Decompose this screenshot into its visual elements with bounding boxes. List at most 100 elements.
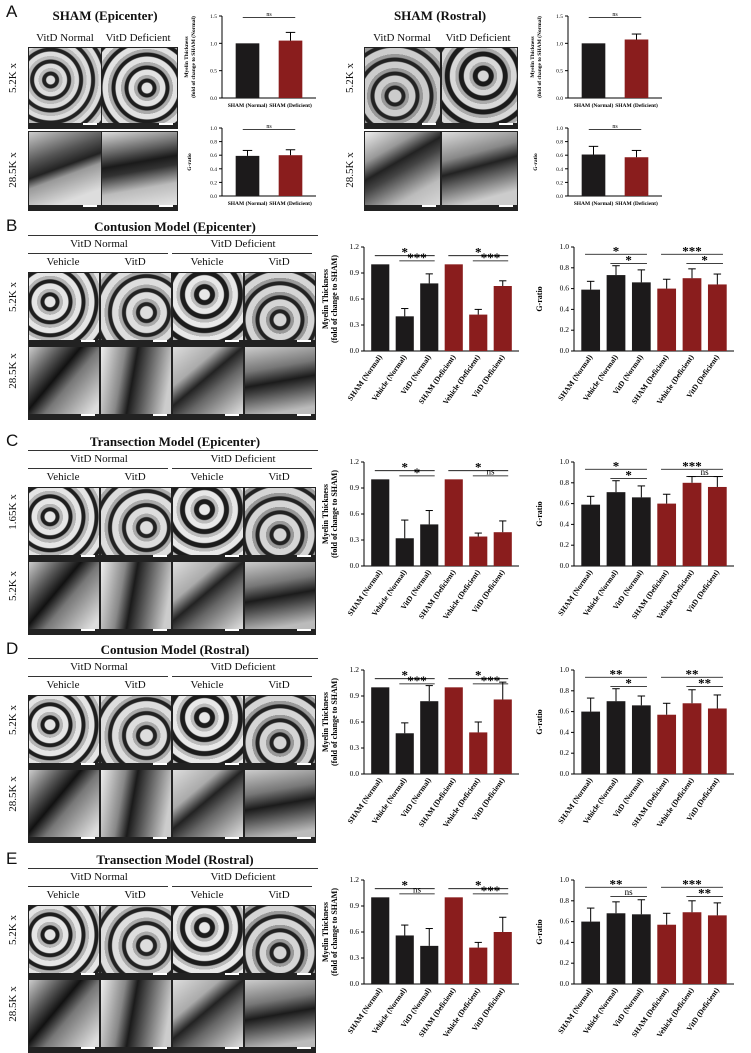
chart-a-myelin-epicenter: 0.0 0.5 1.0 1.5 Myelin Thickness(fold of cha…	[184, 12, 316, 109]
y-tick-label: 0.4	[560, 727, 570, 736]
em-micrograph	[244, 695, 316, 769]
y-tick-label: 1.0	[560, 457, 570, 466]
group-vitd-normal: VitD Normal	[70, 453, 128, 465]
column-label: VitD	[124, 256, 146, 268]
row-label: 5.2K x	[7, 705, 19, 735]
em-micrograph	[28, 561, 100, 635]
divider	[172, 676, 312, 677]
bar	[371, 479, 390, 566]
em-micrograph	[244, 346, 316, 420]
chart-d-myelin: 0.0 0.3 0.6 0.9 1.2 Myelin Thickness(fold of …	[321, 665, 519, 829]
y-tick-label: 0.3	[350, 535, 360, 544]
em-micrograph	[172, 561, 244, 635]
row-label: 1.65K x	[7, 494, 19, 530]
y-tick-label: 0.0	[560, 561, 570, 570]
bar	[278, 40, 303, 98]
divider	[28, 886, 168, 887]
em-micrograph	[172, 346, 244, 420]
column-label: VitD	[268, 256, 290, 268]
divider	[28, 235, 318, 236]
y-tick-label: 1.2	[350, 665, 360, 674]
em-micrograph	[100, 561, 172, 635]
significance-label: ns	[413, 884, 422, 894]
chart-e-myelin: 0.0 0.3 0.6 0.9 1.2 Myelin Thickness(fold of …	[321, 875, 519, 1039]
em-micrograph	[100, 979, 172, 1053]
divider	[172, 886, 312, 887]
significance-label: ns	[701, 467, 710, 477]
significance-label: ns	[612, 124, 618, 130]
bar	[444, 264, 463, 351]
y-tick-label: 0.0	[560, 769, 570, 778]
y-tick-label: 0.0	[210, 194, 217, 200]
column-label: Vehicle	[190, 471, 224, 483]
y-tick-label: 0.9	[350, 483, 360, 492]
y-tick-label: 0.4	[560, 304, 570, 313]
row-label: 5.2K x	[7, 915, 19, 945]
group-vitd-deficient: VitD Deficient	[210, 453, 276, 465]
y-tick-label: 0.6	[556, 153, 563, 159]
row-label: 28.5K x	[7, 152, 19, 188]
significance-label: ***	[481, 250, 501, 265]
bar	[371, 264, 390, 351]
x-tick-label: SHAM (Normal)	[228, 102, 268, 109]
y-axis-label: Myelin Thickness(fold of change to SHAM)	[321, 888, 339, 976]
row-label: 5.2K x	[7, 282, 19, 312]
bar	[581, 43, 606, 98]
em-micrograph	[101, 131, 178, 211]
y-tick-label: 0.8	[556, 140, 563, 146]
bar	[420, 701, 439, 774]
significance-label: *	[402, 668, 409, 683]
column-label: Vehicle	[46, 471, 80, 483]
bar	[444, 897, 463, 984]
column-label: VitD	[124, 471, 146, 483]
bar	[606, 492, 626, 566]
em-micrograph	[244, 487, 316, 561]
bar	[278, 155, 303, 196]
bar	[707, 708, 727, 774]
bar	[624, 157, 649, 196]
y-tick-label: 0.3	[350, 320, 360, 329]
em-micrograph	[172, 695, 244, 769]
y-tick-label: 0.3	[350, 953, 360, 962]
significance-label: **	[610, 876, 623, 891]
y-tick-label: 1.2	[350, 242, 360, 251]
em-micrograph	[244, 272, 316, 346]
em-micrograph	[100, 695, 172, 769]
x-tick-label: SHAM (Deficient)	[615, 102, 658, 109]
divider	[172, 253, 312, 254]
em-micrograph	[172, 272, 244, 346]
y-tick-label: 0.8	[560, 263, 570, 272]
significance-label: **	[698, 676, 711, 691]
em-micrograph	[28, 47, 102, 129]
bar	[606, 913, 626, 984]
y-axis-label: Myelin Thickness(fold of change to SHAM)	[321, 255, 339, 343]
significance-label: **	[610, 666, 623, 681]
y-tick-label: 0.9	[350, 901, 360, 910]
y-tick-label: 0.8	[560, 686, 570, 695]
y-tick-label: 0.9	[350, 691, 360, 700]
row-label: 5.2K x	[7, 571, 19, 601]
em-micrograph	[100, 905, 172, 979]
em-micrograph	[100, 769, 172, 843]
y-tick-label: 0.2	[560, 748, 570, 757]
em-micrograph	[101, 47, 178, 129]
significance-label: ***	[682, 458, 702, 473]
y-tick-label: 1.5	[556, 14, 563, 20]
column-label: Vehicle	[46, 679, 80, 691]
y-axis-label: G-ratio	[533, 153, 539, 171]
y-tick-label: 0.2	[560, 325, 570, 334]
bar	[469, 536, 488, 566]
significance-label: ***	[407, 250, 427, 265]
em-micrograph	[172, 905, 244, 979]
significance-label: *	[475, 460, 482, 475]
significance-label: *	[701, 253, 708, 268]
significance-label: ns	[612, 12, 618, 18]
bar	[631, 914, 651, 984]
y-tick-label: 0.8	[560, 896, 570, 905]
em-micrograph	[244, 905, 316, 979]
y-tick-label: 0.6	[560, 284, 570, 293]
chart-b-myelin: 0.0 0.3 0.6 0.9 1.2 Myelin Thickness(fold of …	[321, 242, 519, 406]
bar	[395, 935, 414, 984]
